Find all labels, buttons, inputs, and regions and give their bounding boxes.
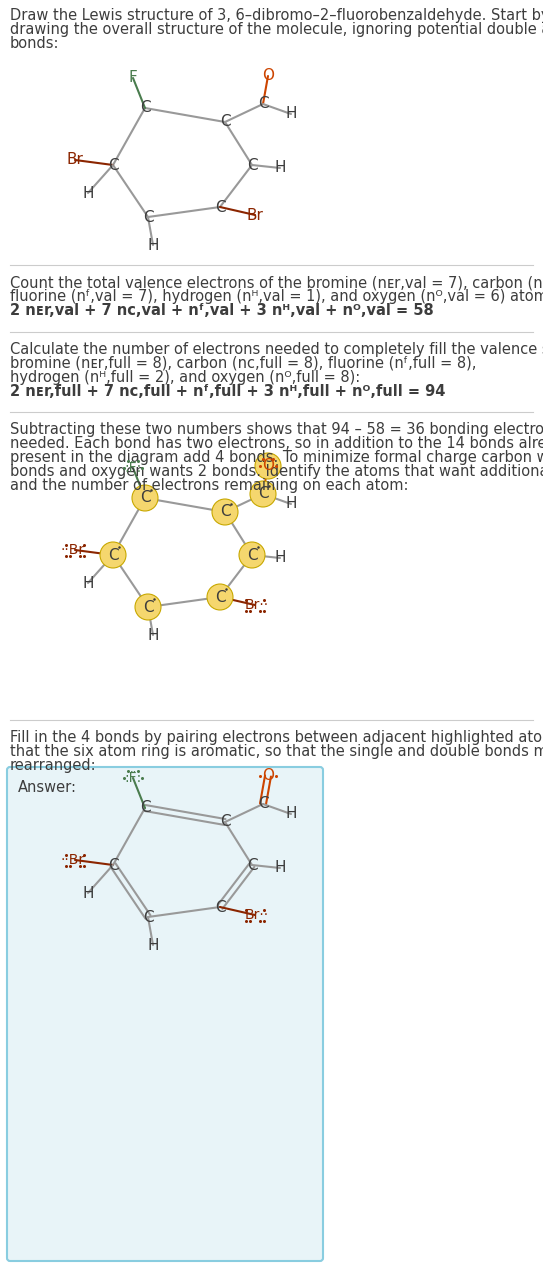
Text: ··Br: ··Br [61,543,85,557]
Text: C: C [220,505,230,520]
Text: H: H [147,937,159,952]
Text: H: H [274,161,286,175]
Text: ··Br: ··Br [61,853,85,867]
Text: present in the diagram add 4 bonds. To minimize formal charge carbon wants 4: present in the diagram add 4 bonds. To m… [10,450,543,465]
Text: C: C [247,157,257,172]
Text: C: C [143,909,153,924]
Text: H: H [82,885,94,900]
Text: Answer:: Answer: [18,780,77,795]
Text: O: O [262,459,274,473]
Text: Fill in the 4 bonds by pairing electrons between adjacent highlighted atoms. Not: Fill in the 4 bonds by pairing electrons… [10,730,543,746]
Circle shape [100,541,126,568]
Text: O: O [262,68,274,84]
Text: C: C [258,796,268,812]
Text: C: C [220,114,230,129]
Circle shape [212,500,238,525]
Text: and the number of electrons remaining on each atom:: and the number of electrons remaining on… [10,478,408,493]
Text: Calculate the number of electrons needed to completely fill the valence shells f: Calculate the number of electrons needed… [10,342,543,358]
Text: C: C [214,199,225,214]
Text: C: C [143,600,153,615]
Text: H: H [274,550,286,566]
Text: Subtracting these two numbers shows that 94 – 58 = 36 bonding electrons are: Subtracting these two numbers shows that… [10,422,543,437]
Text: C: C [140,491,150,506]
Circle shape [207,585,233,610]
Text: C: C [143,209,153,224]
Text: C: C [214,590,225,605]
Text: H: H [285,107,297,122]
Text: H: H [82,576,94,591]
Text: Br··: Br·· [245,908,269,922]
Text: H: H [274,861,286,875]
Text: C: C [140,100,150,115]
Circle shape [250,481,276,507]
Text: C: C [108,857,118,872]
Text: rearranged:: rearranged: [10,758,97,773]
Text: C: C [247,857,257,872]
Text: bonds:: bonds: [10,36,60,51]
Text: fluorine (nᶠ,val = 7), hydrogen (nᴴ,val = 1), and oxygen (nᴼ,val = 6) atoms:: fluorine (nᶠ,val = 7), hydrogen (nᴴ,val … [10,289,543,304]
Text: H: H [147,628,159,643]
Text: H: H [82,185,94,200]
Text: C: C [108,548,118,563]
Text: C: C [220,814,230,829]
Circle shape [239,541,265,568]
Text: Draw the Lewis structure of 3, 6–dibromo–2–fluorobenzaldehyde. Start by: Draw the Lewis structure of 3, 6–dibromo… [10,8,543,23]
Text: O: O [262,768,274,784]
Text: C: C [258,96,268,112]
Text: H: H [147,237,159,252]
Text: :F̈:: :F̈: [124,462,142,476]
Circle shape [255,453,281,479]
Text: 2 nᴇr,full + 7 nᴄ,full + nᶠ,full + 3 nᴴ,full + nᴼ,full = 94: 2 nᴇr,full + 7 nᴄ,full + nᶠ,full + 3 nᴴ,… [10,384,445,399]
Text: hydrogen (nᴴ,full = 2), and oxygen (nᴼ,full = 8):: hydrogen (nᴴ,full = 2), and oxygen (nᴼ,f… [10,370,360,385]
Text: C: C [247,548,257,563]
Text: Br: Br [67,152,84,167]
Text: C: C [214,899,225,914]
Text: C: C [108,157,118,172]
Text: 2 nᴇr,val + 7 nᴄ,val + nᶠ,val + 3 nᴴ,val + nᴼ,val = 58: 2 nᴇr,val + 7 nᴄ,val + nᶠ,val + 3 nᴴ,val… [10,303,434,318]
Text: Br: Br [247,208,263,222]
Text: bromine (nᴇr,full = 8), carbon (nᴄ,full = 8), fluorine (nᶠ,full = 8),: bromine (nᴇr,full = 8), carbon (nᴄ,full … [10,356,476,372]
Text: that the six atom ring is aromatic, so that the single and double bonds may be: that the six atom ring is aromatic, so t… [10,744,543,760]
Text: C: C [258,487,268,502]
Text: F: F [129,71,137,85]
Text: H: H [285,497,297,511]
Text: H: H [285,806,297,822]
Text: needed. Each bond has two electrons, so in addition to the 14 bonds already: needed. Each bond has two electrons, so … [10,436,543,451]
Text: Count the total valence electrons of the bromine (nᴇr,val = 7), carbon (nᴄ,val =: Count the total valence electrons of the… [10,275,543,290]
Text: Br··: Br·· [245,598,269,612]
Text: drawing the overall structure of the molecule, ignoring potential double and tri: drawing the overall structure of the mol… [10,22,543,37]
Text: bonds and oxygen wants 2 bonds. Identify the atoms that want additional bonds: bonds and oxygen wants 2 bonds. Identify… [10,464,543,479]
Text: :F̈:: :F̈: [124,771,142,785]
Circle shape [132,484,158,511]
Circle shape [135,593,161,620]
Text: C: C [140,800,150,815]
FancyBboxPatch shape [7,767,323,1260]
